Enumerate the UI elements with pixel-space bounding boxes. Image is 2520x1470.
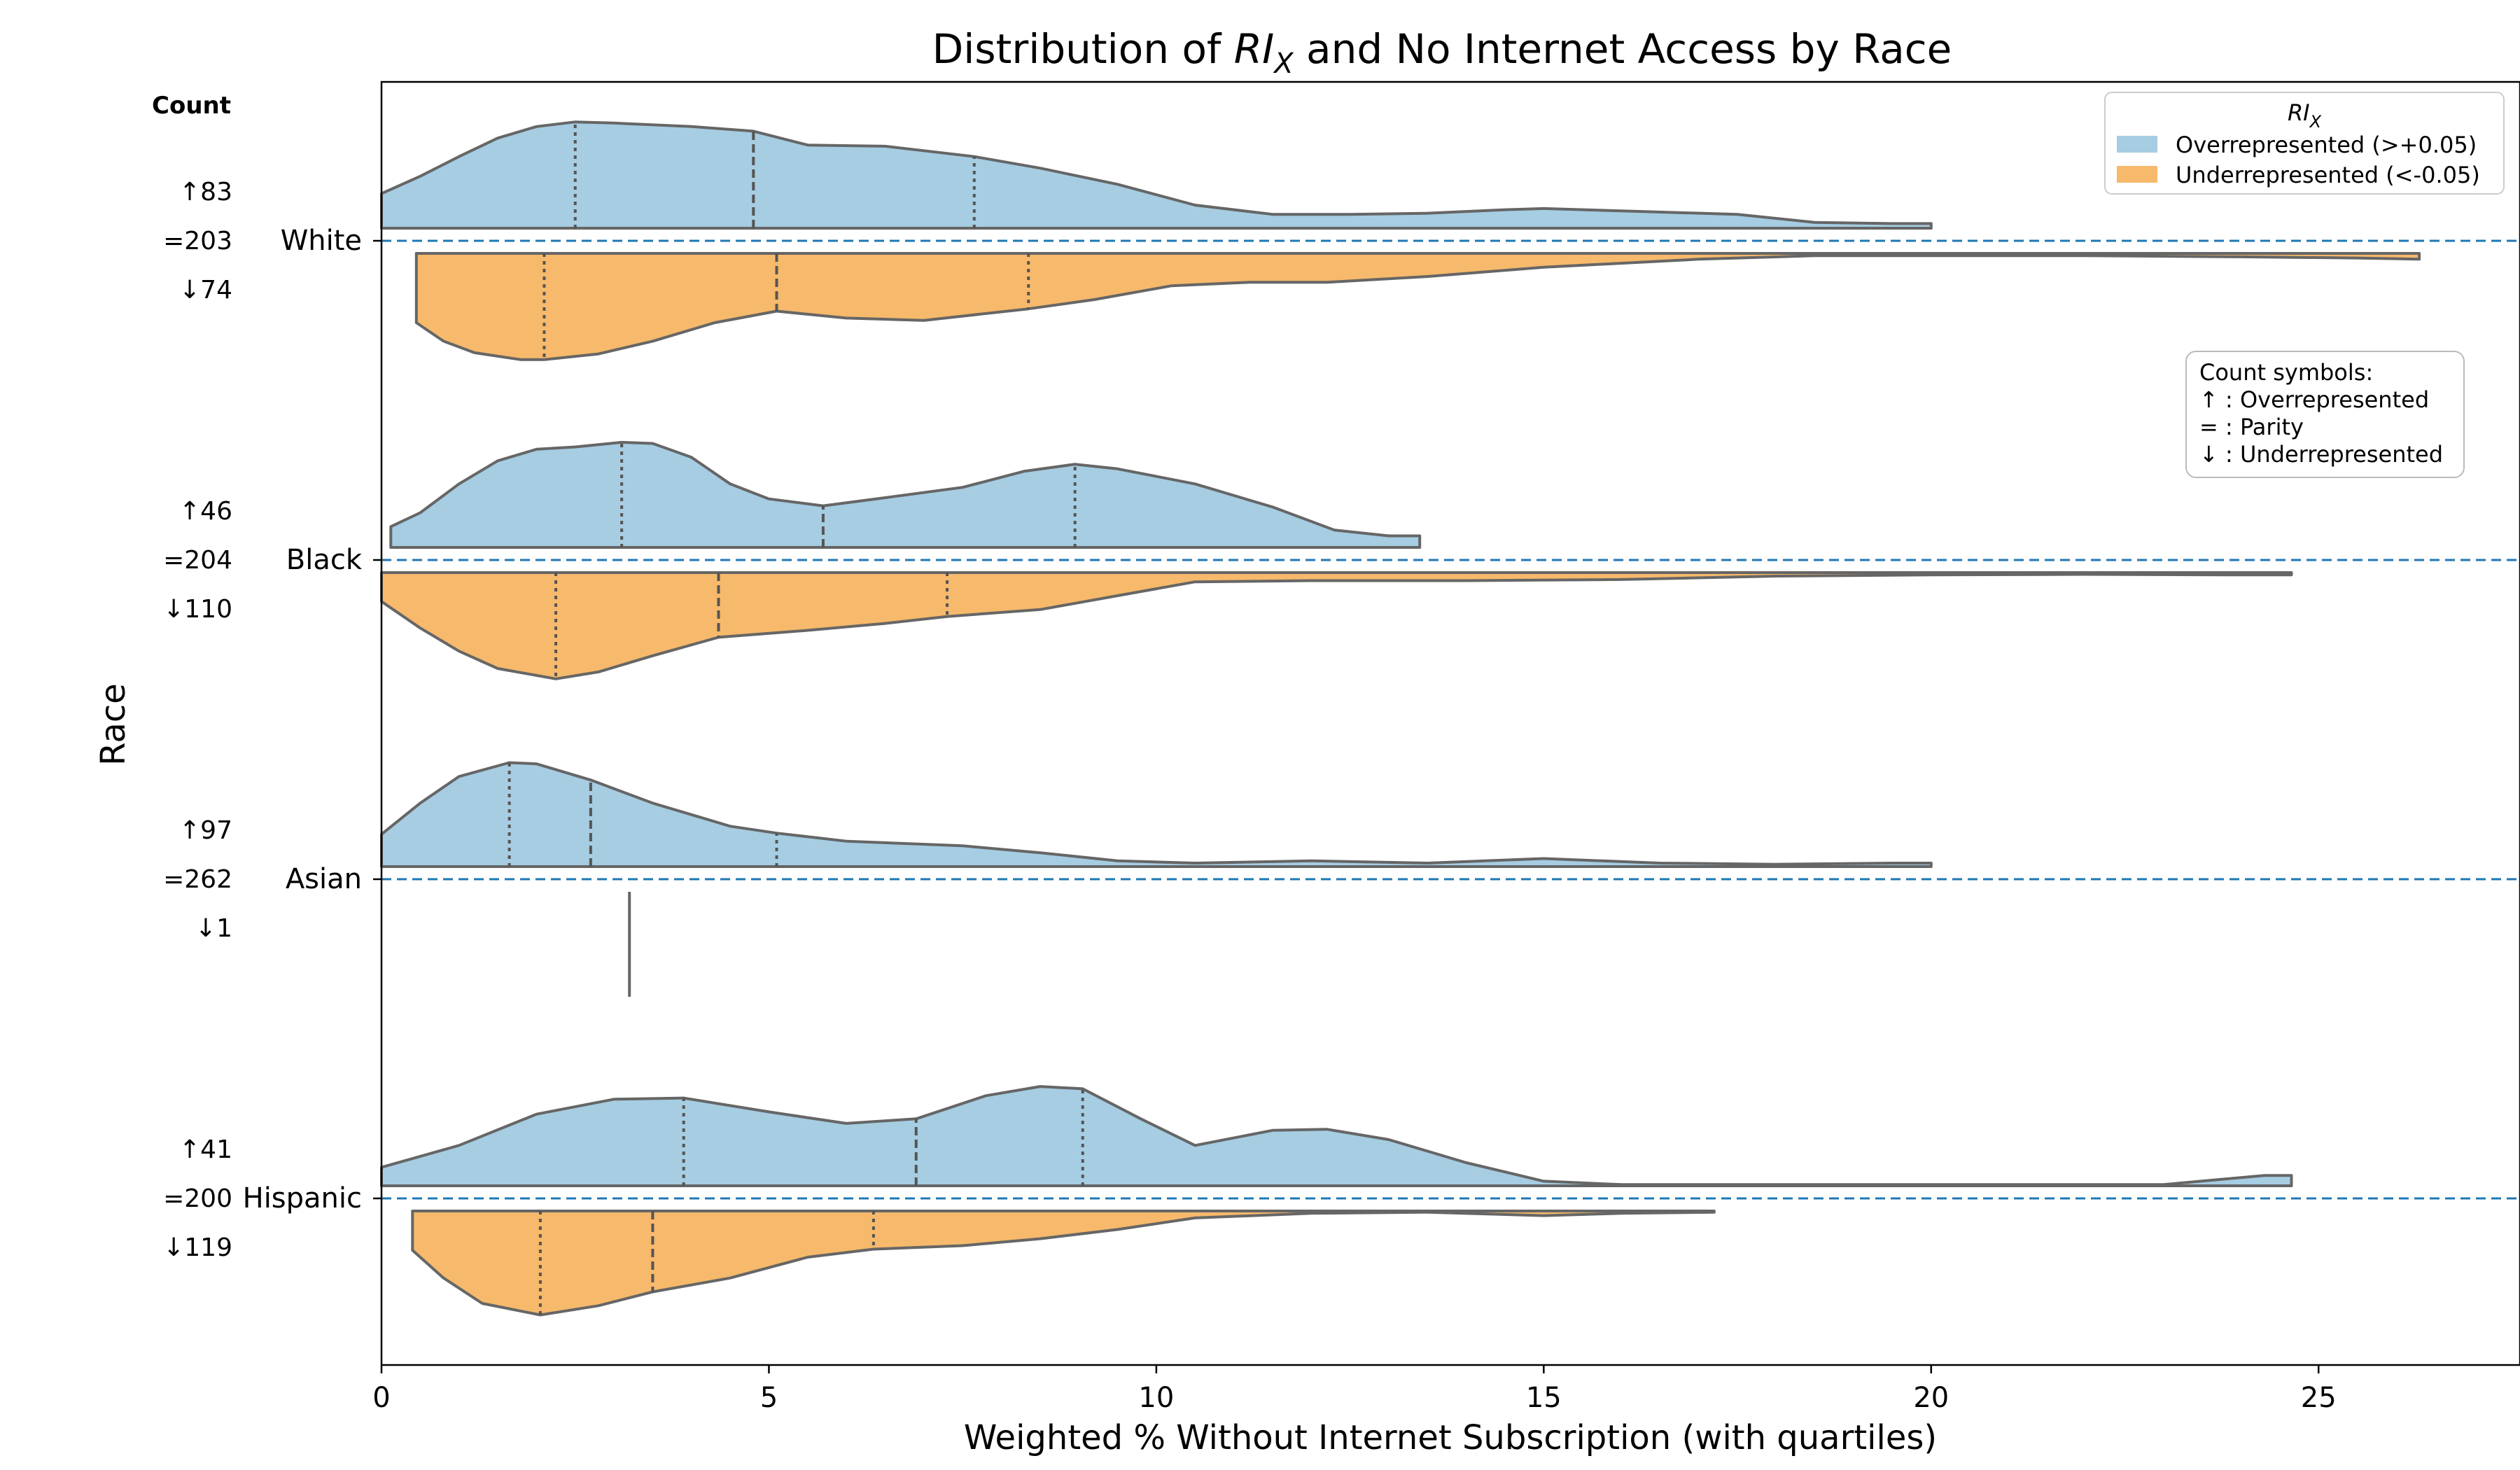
violin-over-white: [380, 120, 1933, 230]
violin-over-asian: [380, 761, 1933, 868]
legend-swatch-under: [2117, 166, 2157, 183]
x-tick-label-25: 25: [2301, 1382, 2337, 1414]
count-over-hispanic: ↑41: [179, 1135, 232, 1164]
symbols-line-3: = : Parity: [2199, 414, 2304, 440]
count-symbols-box: Count symbols: ↑ : Overrepresented = : P…: [2185, 351, 2465, 478]
violin-under-white: [414, 252, 2421, 361]
count-header: Count: [152, 92, 231, 120]
x-tick-label-5: 5: [760, 1382, 778, 1414]
violin-over-hispanic: [380, 1085, 2293, 1187]
violin-over-black: [389, 440, 1422, 549]
y-tick-label-white: White: [281, 225, 362, 257]
violin-group-white: [380, 120, 2520, 361]
violin-group-hispanic: [380, 1085, 2520, 1317]
symbols-box-frame: [2185, 351, 2465, 478]
x-tick-label-15: 15: [1526, 1382, 1562, 1414]
x-tick-label-0: 0: [372, 1382, 390, 1414]
count-under-black: ↓110: [163, 595, 232, 624]
count-under-hispanic: ↓119: [163, 1233, 232, 1262]
count-over-black: ↑46: [179, 497, 232, 526]
legend-label-under: Underrepresented (<-0.05): [2176, 162, 2480, 188]
y-axis-title: Race: [94, 683, 133, 766]
x-axis-title: Weighted % Without Internet Subscription…: [964, 1418, 1937, 1457]
plot-frame: [380, 80, 2520, 1366]
x-tick-label-10: 10: [1138, 1382, 1174, 1414]
count-parity-black: =204: [163, 546, 232, 575]
count-parity-asian: =262: [163, 865, 232, 894]
legend-box: [2104, 92, 2505, 195]
symbols-line-1: Count symbols:: [2199, 359, 2373, 386]
count-under-asian: ↓1: [195, 914, 232, 943]
legend-swatch-over: [2117, 136, 2157, 153]
y-tick-label-asian: Asian: [286, 863, 362, 895]
count-over-asian: ↑97: [179, 816, 232, 845]
violin-group-asian: [380, 761, 2520, 997]
count-parity-white: =203: [163, 227, 232, 255]
legend-title: RIX: [2288, 99, 2322, 132]
violin-under-hispanic: [411, 1210, 1716, 1317]
count-under-white: ↓74: [179, 276, 232, 304]
chart-title: Distribution of RIX and No Internet Acce…: [932, 25, 1952, 80]
symbols-line-4: ↓ : Underrepresented: [2199, 441, 2443, 468]
count-over-white: ↑83: [179, 178, 232, 206]
y-tick-label-black: Black: [286, 544, 363, 576]
x-axis: 0 5 10 15 20 25: [372, 1365, 2337, 1414]
legend: RIX Overrepresented (>+0.05) Underrepres…: [2104, 92, 2505, 195]
x-tick-label-20: 20: [1913, 1382, 1949, 1414]
y-tick-label-hispanic: Hispanic: [243, 1182, 362, 1214]
y-axis: White ↑83 =203 ↓74 Black ↑46 =204 ↓110 Asian ↑97 =…: [163, 178, 382, 1262]
violin-under-black: [380, 571, 2293, 680]
violin-group-black: [380, 440, 2520, 680]
legend-label-over: Overrepresented (>+0.05): [2176, 132, 2477, 158]
symbols-line-2: ↑ : Overrepresented: [2199, 386, 2429, 413]
plot-area: [380, 120, 2520, 1317]
count-parity-hispanic: =200: [163, 1184, 232, 1213]
